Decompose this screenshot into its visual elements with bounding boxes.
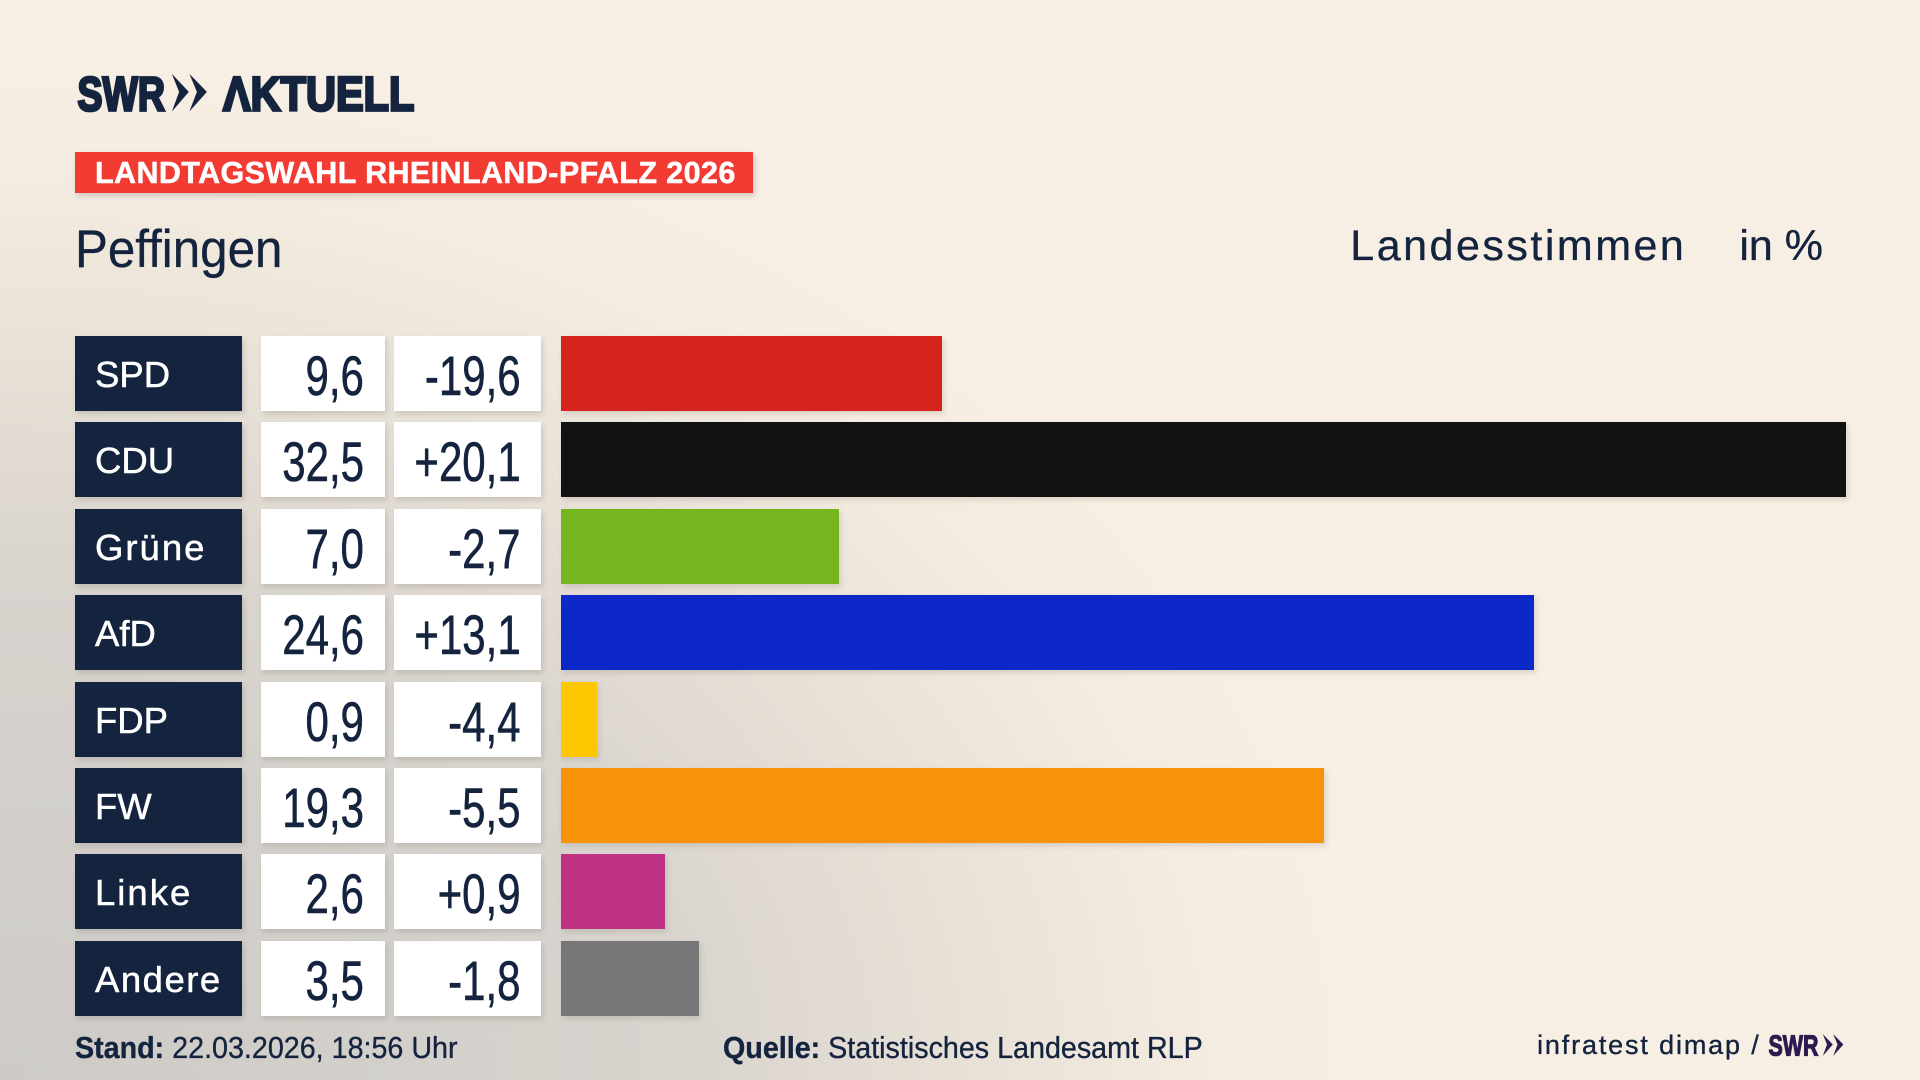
svg-text:ΛKTUELL: ΛKTUELL (223, 70, 414, 116)
svg-text:SWR: SWR (1769, 1032, 1819, 1058)
svg-text:SWR: SWR (78, 70, 166, 116)
